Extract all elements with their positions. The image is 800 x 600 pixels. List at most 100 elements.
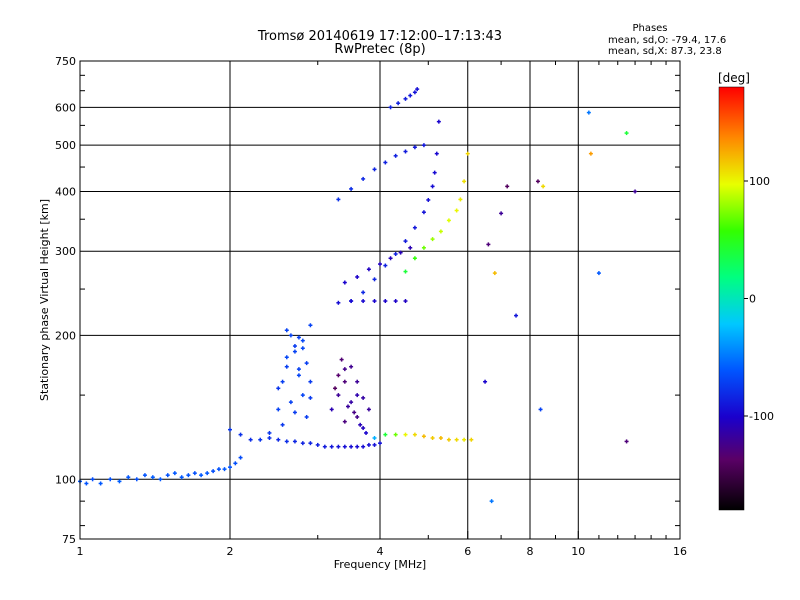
data-point [358, 422, 363, 427]
data-point [288, 400, 293, 405]
data-point [462, 437, 467, 442]
data-point [372, 442, 377, 447]
data-point [514, 313, 519, 318]
data-point [412, 256, 417, 261]
data-point [288, 333, 293, 338]
data-point [108, 477, 113, 482]
data-point [339, 357, 344, 362]
data-point [276, 407, 281, 412]
data-point [352, 410, 357, 415]
data-point [355, 444, 360, 449]
data-point [258, 437, 263, 442]
data-point [322, 444, 327, 449]
data-point [300, 346, 305, 351]
axis-ticks: 1 2 4 6 8 10 16 75 100 200 300 400 500 600 750 [55, 55, 687, 558]
data-point [492, 271, 497, 276]
phase-stats-title: Phases [632, 23, 667, 34]
data-point [393, 299, 398, 304]
data-point [396, 101, 401, 106]
data-point [280, 379, 285, 384]
y-tick-label: 600 [55, 101, 76, 114]
data-point [398, 250, 403, 255]
data-point [315, 442, 320, 447]
data-point [308, 379, 313, 384]
data-point [292, 439, 297, 444]
data-point [228, 465, 232, 470]
data-point [538, 407, 543, 412]
data-point [483, 379, 488, 384]
data-point [126, 475, 131, 480]
data-point [403, 239, 408, 244]
data-point [372, 435, 377, 440]
data-point [233, 461, 238, 466]
data-point [486, 242, 491, 247]
phase-stats-x: mean, sd,X: 87.3, 23.8 [608, 46, 722, 57]
data-point [349, 400, 354, 405]
data-point [267, 430, 272, 435]
data-point [361, 395, 366, 400]
data-point [372, 299, 377, 304]
colorbar [718, 86, 745, 511]
data-point [211, 469, 216, 474]
colorbar-ticks: 100 0 -100 [744, 175, 774, 423]
data-point [421, 143, 426, 148]
data-point [403, 299, 408, 304]
data-point [308, 323, 313, 328]
data-point [633, 189, 638, 194]
data-point [284, 364, 289, 369]
data-point [222, 467, 227, 472]
data-point [216, 467, 221, 472]
data-point [134, 477, 139, 482]
data-point [366, 267, 371, 272]
data-point [361, 299, 366, 304]
data-point [304, 414, 309, 419]
data-point [292, 410, 297, 415]
data-point [345, 404, 350, 409]
data-point [421, 210, 426, 215]
colorbar-label: [deg] [718, 71, 750, 85]
data-point [292, 349, 297, 354]
data-point [296, 373, 301, 378]
data-point [430, 435, 435, 440]
y-axis-label: Stationary phase Virtual Height [km] [38, 199, 51, 401]
data-point [462, 179, 467, 184]
data-point [403, 96, 408, 101]
data-point [541, 184, 546, 189]
colorbar-tick-label: 100 [749, 175, 770, 188]
data-point [349, 444, 354, 449]
data-point [489, 499, 494, 504]
data-point [446, 218, 451, 223]
data-point [238, 432, 243, 437]
data-point [349, 186, 354, 191]
data-point [361, 426, 366, 431]
data-point [624, 439, 629, 444]
data-point [284, 328, 289, 333]
data-point [430, 184, 435, 189]
y-tick-label: 100 [55, 473, 76, 486]
colorbar-tick-label: -100 [749, 410, 774, 423]
data-point [393, 153, 398, 158]
data-point [412, 145, 417, 150]
y-tick-label: 300 [55, 245, 76, 258]
data-point [342, 280, 347, 285]
data-point [412, 432, 417, 437]
data-point [421, 245, 426, 250]
data-point [179, 475, 184, 480]
phase-stats-o: mean, sd,O: -79.4, 17.6 [608, 35, 726, 46]
data-point [393, 432, 398, 437]
data-point [142, 473, 147, 478]
data-point [300, 441, 305, 446]
x-tick-label: 2 [227, 545, 234, 558]
data-point [361, 290, 366, 295]
data-point [165, 473, 170, 478]
x-tick-label: 6 [464, 545, 471, 558]
data-point [412, 90, 417, 95]
data-point [329, 407, 334, 412]
data-point [388, 256, 393, 261]
data-point [383, 432, 388, 437]
data-point [150, 475, 155, 480]
data-point [596, 271, 601, 276]
data-point [199, 473, 204, 478]
data-point [336, 197, 341, 202]
